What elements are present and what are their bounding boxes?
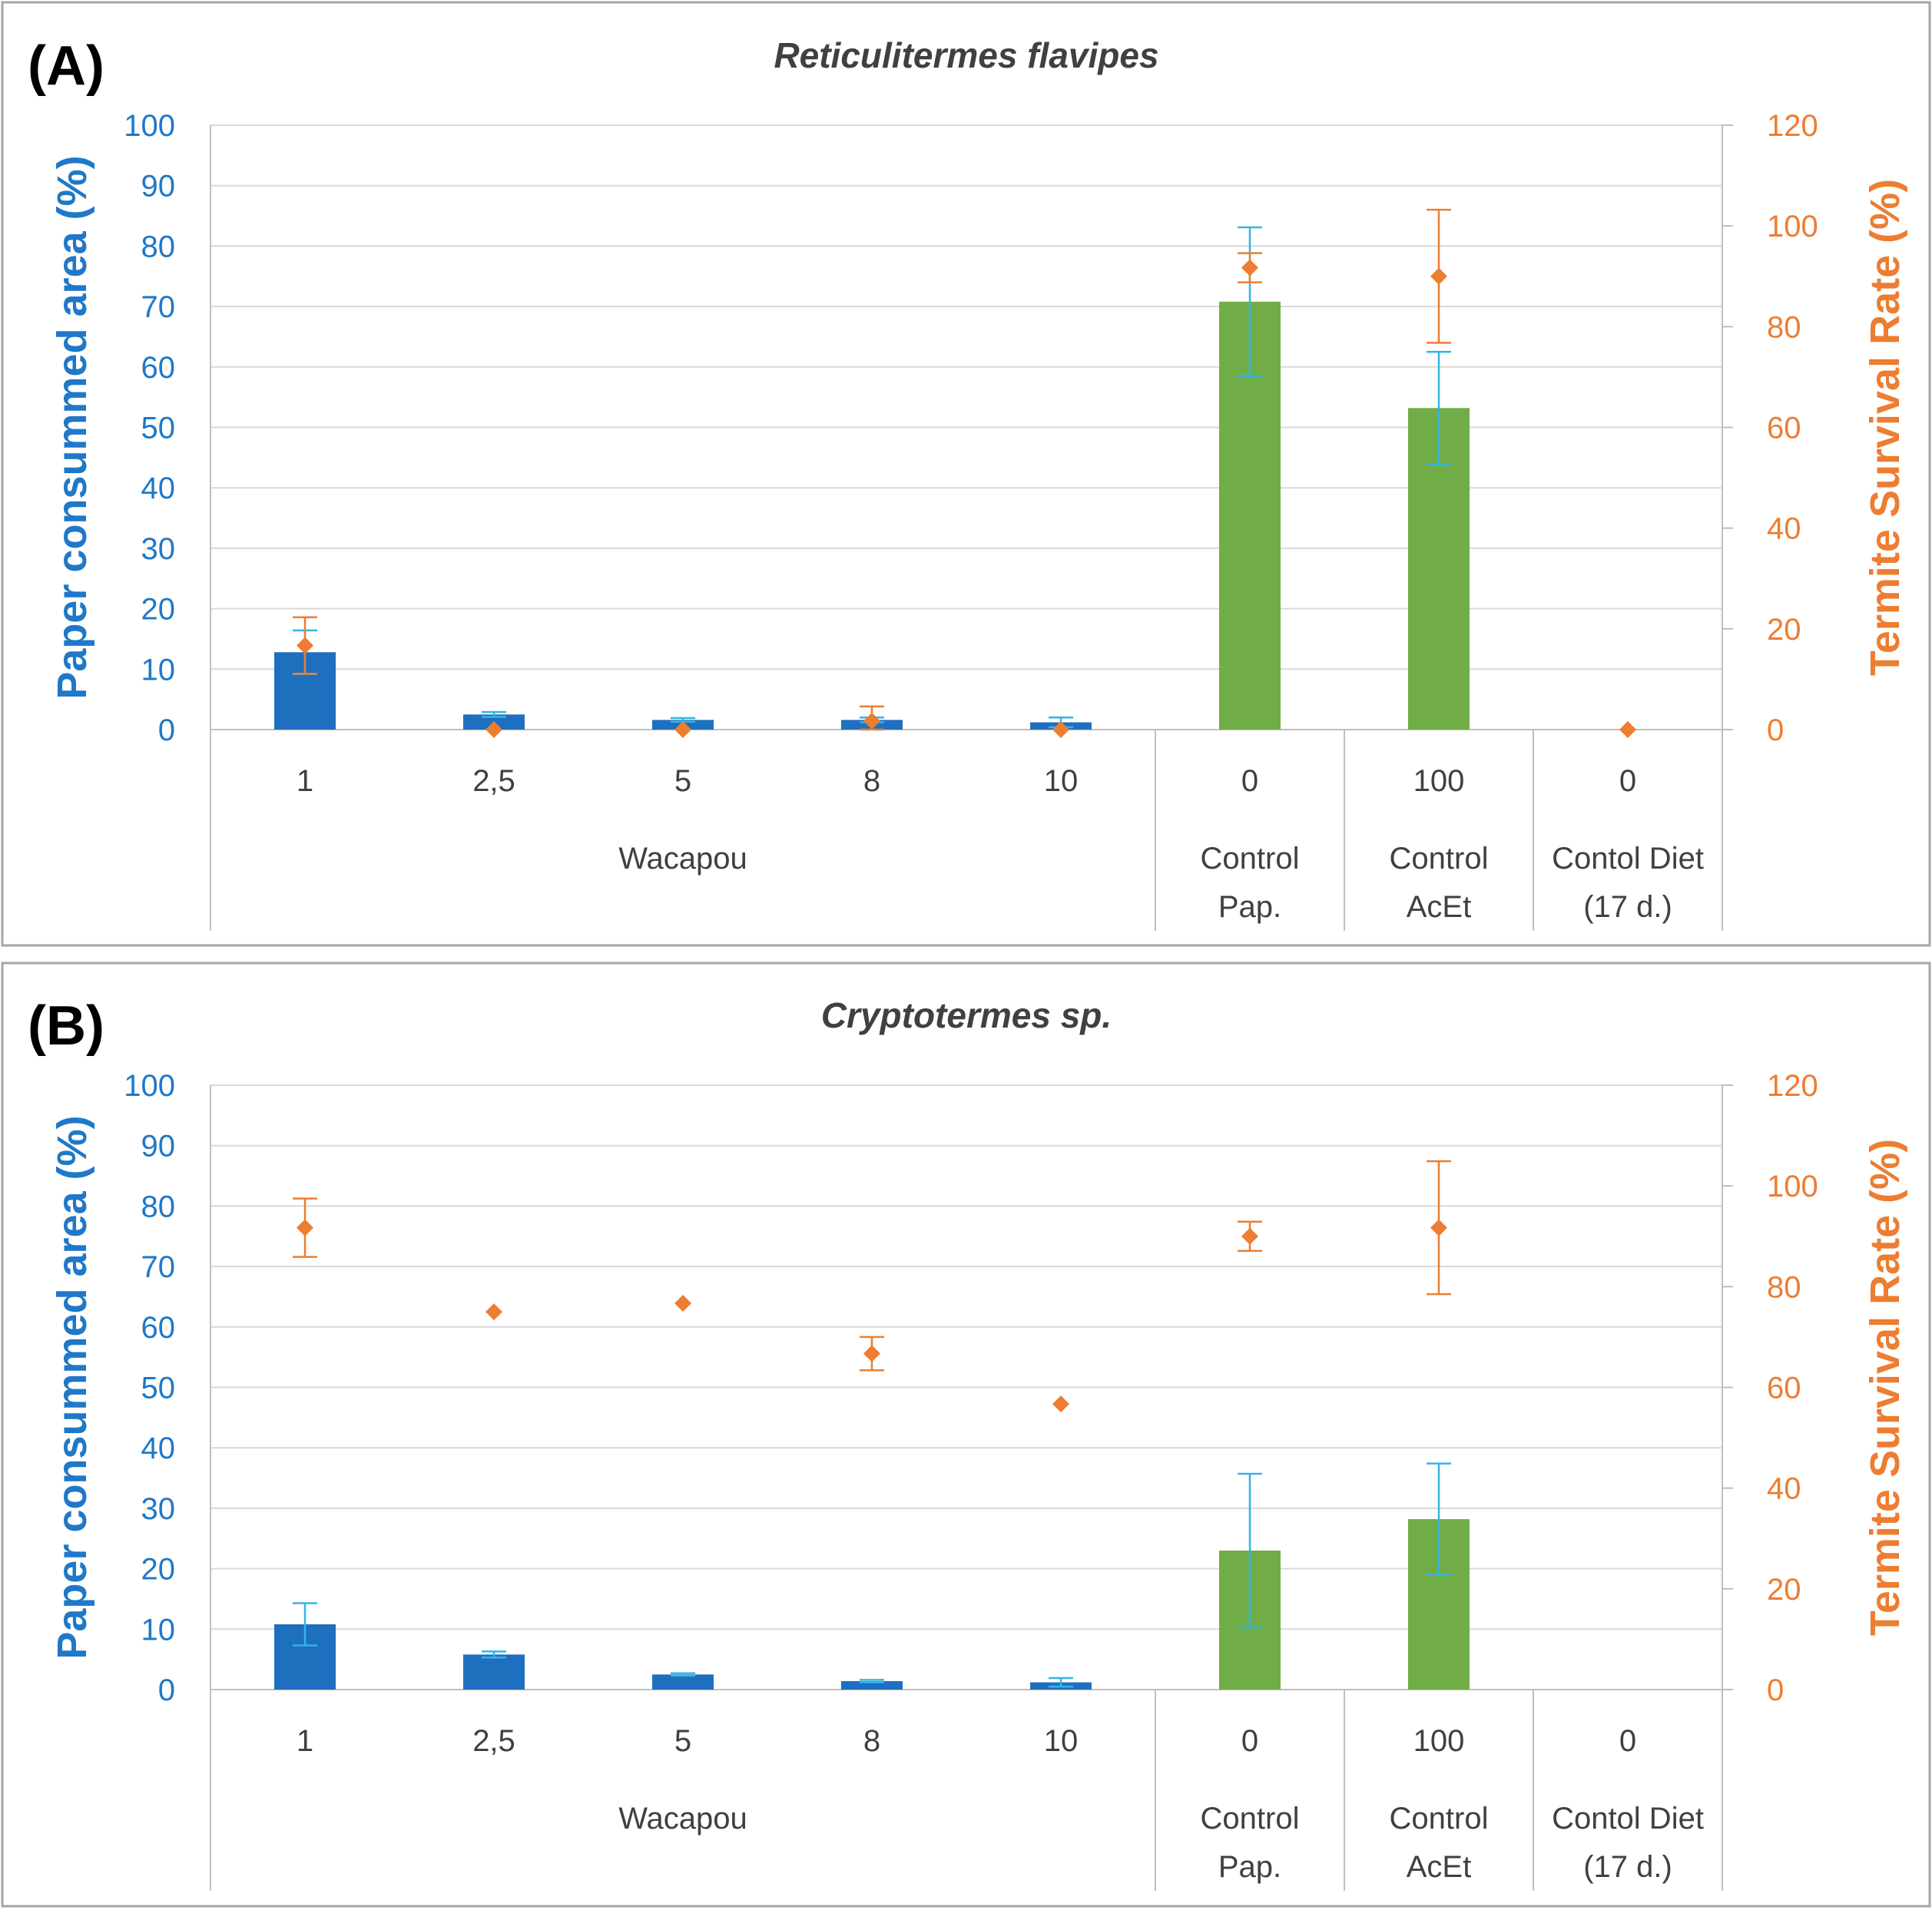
group-label: Pap. bbox=[1218, 890, 1281, 924]
group-label: Contol Diet bbox=[1552, 842, 1704, 876]
y-tick-label: 60 bbox=[141, 1311, 176, 1345]
bar bbox=[652, 1674, 714, 1690]
survival-point bbox=[1619, 721, 1636, 738]
y-tick-label: 40 bbox=[141, 472, 176, 505]
survival-point bbox=[863, 1345, 880, 1362]
y2-tick-label: 0 bbox=[1767, 713, 1784, 747]
y-tick-label: 50 bbox=[141, 1372, 176, 1405]
x-tick-label: 0 bbox=[1241, 1724, 1258, 1758]
y-tick-label: 60 bbox=[141, 351, 176, 385]
panel-label: (A) bbox=[28, 35, 104, 97]
y-tick-label: 10 bbox=[141, 1613, 176, 1647]
x-tick-label: 2,5 bbox=[472, 1724, 515, 1758]
y-tick-label: 30 bbox=[141, 532, 176, 566]
y2-tick-label: 40 bbox=[1767, 1472, 1801, 1506]
x-tick-label: 1 bbox=[297, 1724, 313, 1758]
group-label: Control bbox=[1201, 842, 1300, 876]
survival-point bbox=[1052, 1395, 1069, 1413]
y2-tick-label: 100 bbox=[1767, 1170, 1818, 1203]
y2-tick-label: 80 bbox=[1767, 310, 1801, 344]
group-label: Pap. bbox=[1218, 1850, 1281, 1884]
y2-tick-label: 20 bbox=[1767, 613, 1801, 647]
group-label: Control bbox=[1390, 1802, 1489, 1836]
y-tick-label: 40 bbox=[141, 1432, 176, 1465]
group-label: (17 d.) bbox=[1583, 1850, 1672, 1884]
y-tick-label: 100 bbox=[124, 1069, 175, 1103]
group-label: AcEt bbox=[1407, 890, 1471, 924]
x-tick-label: 8 bbox=[863, 1724, 880, 1758]
survival-point bbox=[297, 637, 313, 654]
y2-tick-label: 20 bbox=[1767, 1573, 1801, 1607]
x-tick-label: 5 bbox=[674, 764, 691, 798]
survival-point bbox=[863, 712, 880, 730]
group-label: AcEt bbox=[1407, 1850, 1471, 1884]
y2-tick-label: 60 bbox=[1767, 1372, 1801, 1405]
x-tick-label: 5 bbox=[674, 1724, 691, 1758]
x-tick-label: 10 bbox=[1044, 1724, 1079, 1758]
y-tick-label: 50 bbox=[141, 412, 176, 445]
y-tick-label: 20 bbox=[141, 593, 176, 627]
y-axis-title: Paper consummed area (%) bbox=[49, 155, 95, 699]
survival-point bbox=[1052, 721, 1069, 738]
y-tick-label: 90 bbox=[141, 1130, 176, 1164]
y2-axis-title: Termite Survival Rate (%) bbox=[1862, 1139, 1908, 1636]
y-axis-title: Paper consummed area (%) bbox=[49, 1115, 95, 1659]
bar bbox=[841, 1680, 903, 1690]
y2-axis-title: Termite Survival Rate (%) bbox=[1862, 179, 1908, 676]
y-tick-label: 30 bbox=[141, 1492, 176, 1526]
y2-tick-label: 0 bbox=[1767, 1673, 1784, 1707]
x-tick-label: 10 bbox=[1044, 764, 1079, 798]
survival-point bbox=[1241, 259, 1258, 276]
survival-point bbox=[1430, 267, 1447, 285]
y2-tick-label: 100 bbox=[1767, 210, 1818, 243]
y2-tick-label: 60 bbox=[1767, 412, 1801, 445]
group-label: Control bbox=[1201, 1802, 1300, 1836]
x-tick-label: 8 bbox=[863, 764, 880, 798]
y-tick-label: 0 bbox=[158, 713, 175, 747]
panel-frame bbox=[1, 962, 1931, 1908]
group-label: (17 d.) bbox=[1583, 890, 1672, 924]
survival-point bbox=[1430, 1219, 1447, 1236]
group-label: Wacapou bbox=[618, 1802, 747, 1836]
survival-point bbox=[485, 1303, 502, 1321]
y-tick-label: 10 bbox=[141, 653, 176, 687]
x-tick-label: 100 bbox=[1413, 764, 1465, 798]
y-tick-label: 100 bbox=[124, 109, 175, 143]
bar bbox=[463, 1654, 525, 1690]
y-tick-label: 20 bbox=[141, 1553, 176, 1587]
y2-tick-label: 120 bbox=[1767, 109, 1818, 143]
y-tick-label: 70 bbox=[141, 1250, 176, 1284]
y2-tick-label: 120 bbox=[1767, 1069, 1818, 1103]
survival-point bbox=[674, 721, 691, 738]
chart-title: Cryptotermes sp. bbox=[821, 995, 1112, 1035]
panel-label: (B) bbox=[28, 995, 104, 1057]
y2-tick-label: 40 bbox=[1767, 512, 1801, 546]
x-tick-label: 2,5 bbox=[472, 764, 515, 798]
y-tick-label: 80 bbox=[141, 230, 176, 263]
panel-frame bbox=[1, 1, 1931, 947]
x-tick-label: 0 bbox=[1241, 764, 1258, 798]
chart-title: Reticulitermes flavipes bbox=[774, 35, 1158, 75]
survival-point bbox=[485, 721, 502, 738]
y-tick-label: 70 bbox=[141, 290, 176, 324]
x-tick-label: 0 bbox=[1619, 764, 1636, 798]
y-tick-label: 80 bbox=[141, 1190, 176, 1223]
x-tick-label: 0 bbox=[1619, 1724, 1636, 1758]
y-tick-label: 0 bbox=[158, 1673, 175, 1707]
survival-point bbox=[1241, 1227, 1258, 1245]
survival-point bbox=[674, 1294, 691, 1312]
group-label: Wacapou bbox=[618, 842, 747, 876]
group-label: Contol Diet bbox=[1552, 1802, 1704, 1836]
x-tick-label: 100 bbox=[1413, 1724, 1465, 1758]
y-tick-label: 90 bbox=[141, 170, 176, 204]
group-label: Control bbox=[1390, 842, 1489, 876]
survival-point bbox=[297, 1219, 313, 1236]
x-tick-label: 1 bbox=[297, 764, 313, 798]
y2-tick-label: 80 bbox=[1767, 1270, 1801, 1304]
